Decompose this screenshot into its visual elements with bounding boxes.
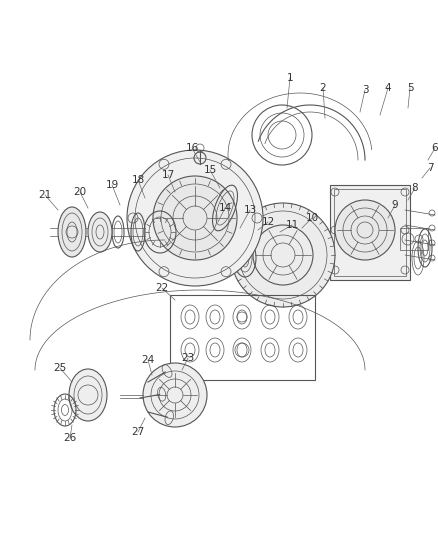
Text: 18: 18 <box>131 175 145 185</box>
Circle shape <box>127 150 263 286</box>
Text: 19: 19 <box>106 180 119 190</box>
Text: 22: 22 <box>155 283 169 293</box>
Bar <box>170 295 315 380</box>
Text: 15: 15 <box>203 165 217 175</box>
Text: 12: 12 <box>261 217 275 227</box>
Text: 17: 17 <box>161 170 175 180</box>
Text: 3: 3 <box>362 85 368 95</box>
Text: 9: 9 <box>392 200 398 210</box>
Text: 5: 5 <box>407 83 413 93</box>
Ellipse shape <box>69 369 107 421</box>
Circle shape <box>153 176 237 260</box>
Text: 21: 21 <box>39 190 52 200</box>
Text: 16: 16 <box>185 143 198 153</box>
Bar <box>330 185 410 280</box>
Bar <box>334 189 406 276</box>
Text: 14: 14 <box>219 203 232 213</box>
Ellipse shape <box>58 207 86 257</box>
Ellipse shape <box>88 212 112 252</box>
Text: 8: 8 <box>412 183 418 193</box>
Text: 25: 25 <box>53 363 67 373</box>
Bar <box>400 228 428 250</box>
Text: 11: 11 <box>286 220 299 230</box>
Text: 26: 26 <box>64 433 77 443</box>
Circle shape <box>231 203 335 307</box>
Text: 24: 24 <box>141 355 155 365</box>
Text: 1: 1 <box>287 73 293 83</box>
Text: 10: 10 <box>305 213 318 223</box>
Text: 7: 7 <box>427 163 433 173</box>
Text: 27: 27 <box>131 427 145 437</box>
Text: 13: 13 <box>244 205 257 215</box>
Text: 20: 20 <box>74 187 87 197</box>
Text: 4: 4 <box>385 83 391 93</box>
Text: 23: 23 <box>181 353 194 363</box>
Text: 6: 6 <box>432 143 438 153</box>
Circle shape <box>143 363 207 427</box>
Circle shape <box>335 200 395 260</box>
Text: 2: 2 <box>320 83 326 93</box>
